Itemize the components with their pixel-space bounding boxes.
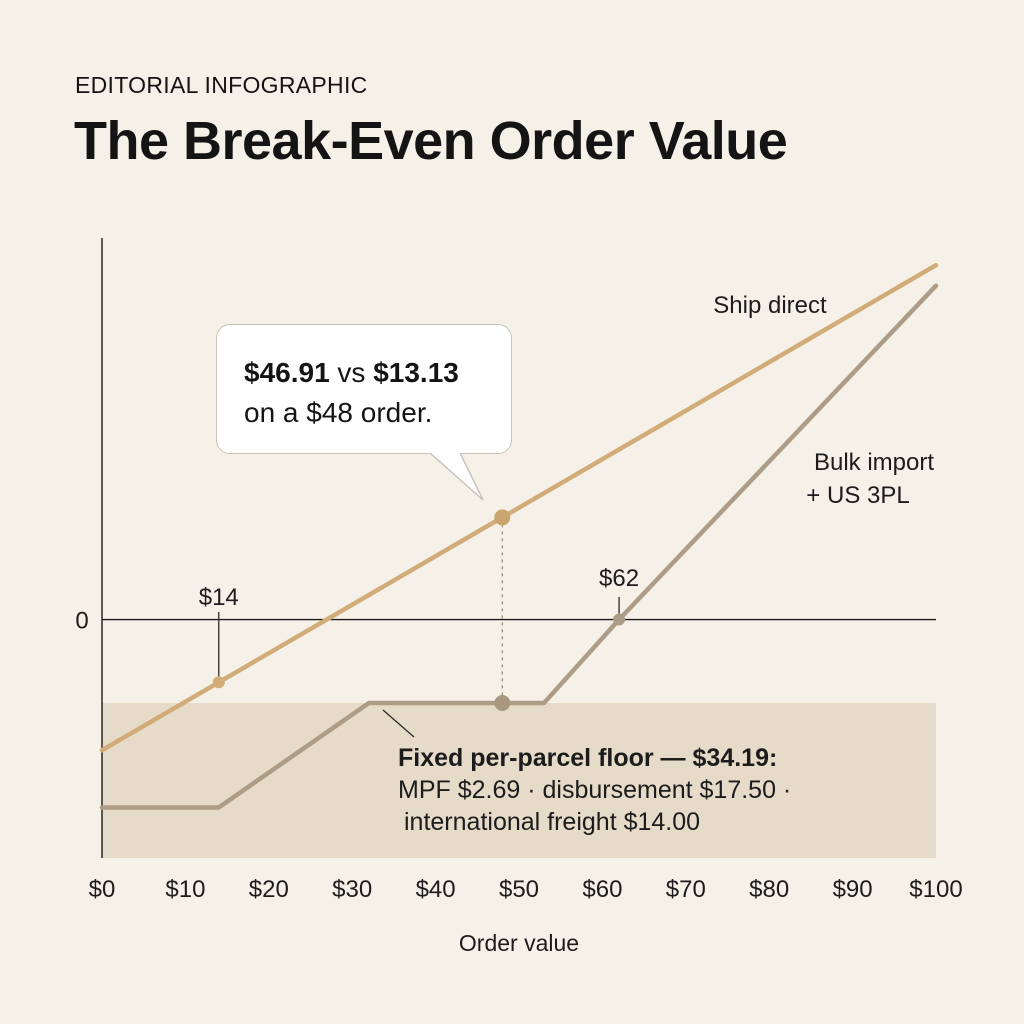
callout-tail [430, 452, 484, 501]
floor-note-line2: international freight $14.00 [404, 808, 701, 836]
floor-note-leader [382, 709, 415, 738]
floor-band [102, 703, 936, 858]
kicker: EDITORIAL INFOGRAPHIC [75, 72, 368, 98]
x-axis-label: Order value [459, 930, 579, 956]
highlight-marker [494, 509, 511, 526]
x-tick-label: $0 [89, 876, 116, 903]
callout-line2: on a $48 order. [244, 397, 433, 428]
x-tick-label: $30 [332, 876, 372, 903]
x-tick-label: $70 [666, 876, 706, 903]
callout-value-b: $13.13 [373, 357, 459, 388]
x-tick-label: $10 [165, 876, 205, 903]
chart-title: The Break-Even Order Value [74, 111, 788, 171]
annotation-label: $14 [199, 584, 239, 611]
floor-note: Fixed per-parcel floor — $34.19: MPF $2.… [398, 742, 918, 838]
highlight-marker [494, 695, 511, 711]
floor-note-heading: Fixed per-parcel floor — $34.19: [398, 744, 778, 772]
x-tick-label: $50 [499, 876, 539, 903]
y-tick-label: 0 [75, 608, 88, 635]
x-tick-label: $80 [749, 876, 789, 903]
series-label: Ship direct [713, 292, 827, 319]
x-tick-label: $100 [909, 876, 962, 903]
callout-box: $46.91 vs $13.13 on a $48 order. [216, 324, 512, 454]
x-tick-label: $90 [833, 876, 873, 903]
x-tick-label: $40 [416, 876, 456, 903]
annotation-marker [212, 676, 225, 689]
annotation-marker [613, 613, 626, 626]
series-label: + US 3PL [806, 482, 909, 509]
series-line [99, 262, 939, 753]
floor-note-line1: MPF $2.69 · disbursement $17.50 · [398, 776, 792, 804]
x-tick-label: $20 [249, 876, 289, 903]
annotation-label: $62 [599, 565, 639, 592]
callout-value-a: $46.91 [244, 357, 330, 388]
x-tick-label: $60 [582, 876, 622, 903]
callout-vs: vs [337, 357, 366, 388]
series-label: Bulk import [814, 449, 934, 476]
series-line [99, 283, 939, 810]
